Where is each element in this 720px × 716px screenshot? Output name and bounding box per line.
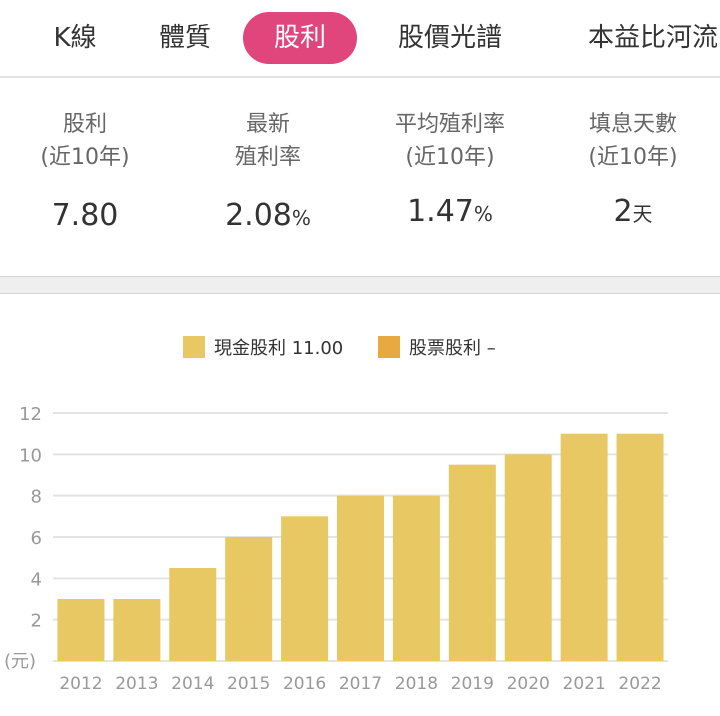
tab-fundamentals[interactable]: 體質 (158, 23, 211, 53)
y-tick-label: 4 (31, 569, 42, 590)
section-divider (0, 276, 720, 294)
stat-value: 2天 (613, 194, 653, 229)
x-tick-label: 2020 (507, 674, 550, 694)
y-tick-label: 10 (19, 445, 42, 466)
stat-average-yield: 平均殖利率 (近10年) 1.47% (360, 108, 540, 234)
y-tick-label: 2 (31, 611, 42, 632)
y-tick-label: 12 (19, 404, 42, 425)
tab-dividend[interactable]: 股利 (243, 12, 357, 64)
tab-pe-river[interactable]: 本益比河流 (588, 23, 719, 53)
legend-swatch (183, 336, 205, 358)
bar-2021 (560, 433, 608, 661)
stat-label: 股利 (62, 112, 107, 137)
bar-2012 (57, 599, 105, 661)
x-tick-label: 2021 (563, 674, 606, 694)
x-tick-label: 2012 (59, 674, 102, 694)
y-axis-unit-label: (元) (4, 651, 36, 672)
stat-value: 2.08% (225, 198, 311, 233)
bar-2018 (392, 495, 440, 661)
x-tick-label: 2015 (227, 674, 270, 694)
stat-label: 填息天數 (588, 112, 677, 137)
stat-fill-days: 填息天數 (近10年) 2天 (543, 108, 720, 234)
x-tick-label: 2022 (618, 674, 661, 694)
stat-value: 1.47% (407, 194, 493, 229)
stat-sublabel: 殖利率 (234, 145, 301, 170)
stat-sublabel: (近10年) (40, 145, 130, 170)
legend-label: 股票股利 – (409, 338, 496, 359)
dividend-bar-chart: 2 4 6 8 10 12 (元) 2012 2013 2014 2015 2016 2017 2018 2… (4, 404, 668, 694)
x-tick-label: 2016 (283, 674, 326, 694)
legend-swatch (378, 336, 400, 358)
stat-value: 7.80 (51, 198, 119, 233)
tab-k-line[interactable]: K線 (53, 23, 97, 53)
x-tick-label: 2014 (171, 674, 214, 694)
legend-label: 現金股利 11.00 (214, 338, 344, 359)
bar-2014 (169, 568, 217, 661)
stat-sublabel: (近10年) (405, 145, 495, 170)
tab-price-spectrum[interactable]: 股價光譜 (397, 23, 502, 53)
x-tick-label: 2018 (395, 674, 438, 694)
tab-bar: K線 體質 股利 股價光譜 本益比河流 (0, 0, 720, 78)
bar-2020 (504, 454, 552, 661)
stat-label: 最新 (245, 112, 290, 137)
y-tick-label: 8 (31, 487, 42, 508)
stat-label: 平均殖利率 (394, 112, 505, 137)
stat-sublabel: (近10年) (588, 145, 678, 170)
bar-2022 (616, 433, 664, 661)
x-tick-label: 2019 (451, 674, 494, 694)
stat-latest-yield: 最新 殖利率 2.08% (178, 108, 358, 238)
bar-2015 (225, 537, 273, 661)
bar-2017 (337, 495, 384, 661)
bar-2013 (113, 599, 161, 661)
x-tick-label: 2017 (339, 674, 382, 694)
bar-2019 (448, 464, 496, 661)
legend-cash-dividend[interactable]: 現金股利 11.00 (183, 334, 343, 360)
y-tick-label: 6 (31, 528, 42, 549)
stat-dividend: 股利 (近10年) 7.80 (0, 108, 175, 238)
legend-stock-dividend[interactable]: 股票股利 – (378, 334, 496, 360)
x-tick-label: 2013 (115, 674, 158, 694)
bar-2016 (281, 516, 329, 661)
